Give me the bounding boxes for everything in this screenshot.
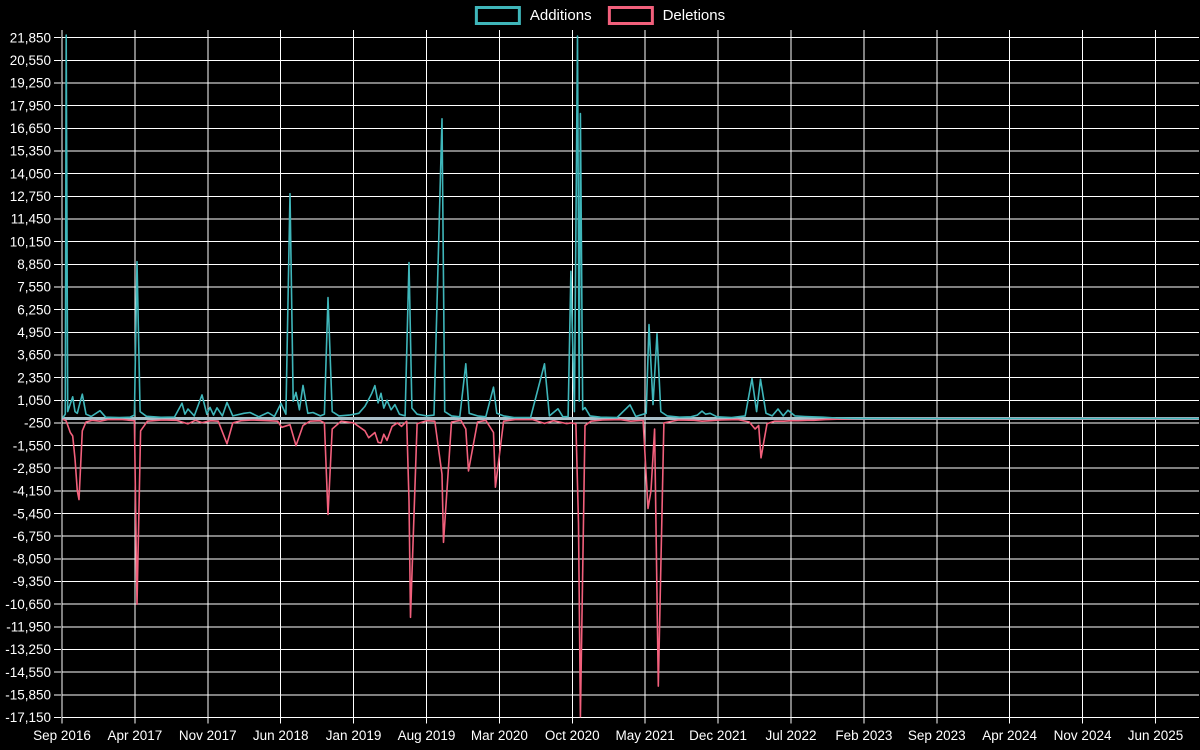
y-axis-ticks [54,37,61,718]
y-tick-label: 4,950 [17,325,51,340]
y-tick-label: -1,550 [13,438,51,453]
legend-label-additions: Additions [529,7,592,24]
legend-item-deletions[interactable]: Deletions [607,6,726,25]
y-tick-label: -6,750 [13,529,51,544]
x-tick-label: Sep 2016 [33,728,91,743]
y-tick-label: -10,650 [5,597,51,612]
x-tick-label: Jan 2019 [326,728,382,743]
y-tick-label: -14,550 [5,665,51,680]
x-tick-label: Nov 2024 [1054,728,1112,743]
y-grid [62,37,1199,718]
series-line-additions [62,34,1199,420]
y-tick-label: 12,750 [10,189,51,204]
legend-item-additions[interactable]: Additions [474,6,592,25]
y-tick-label: 15,350 [10,144,51,159]
y-axis-labels: 21,850 20,550 19,250 17,950 16,650 15,350 14,0… [5,30,51,725]
x-tick-label: Aug 2019 [398,728,456,743]
legend-label-deletions: Deletions [662,7,726,24]
x-axis-labels: Sep 2016 Apr 2017 Nov 2017 Jun 2018 Jan 2019… [33,728,1183,743]
y-tick-label: -4,150 [13,484,51,499]
y-tick-label: 2,350 [17,370,51,385]
y-tick-label: -9,350 [13,574,51,589]
y-tick-label: 16,650 [10,121,51,136]
y-tick-label: 14,050 [10,166,51,181]
y-tick-label: -11,950 [6,620,51,635]
y-tick-label: 6,250 [17,302,51,317]
x-tick-label: May 2021 [616,728,675,743]
x-tick-label: Sep 2023 [908,728,966,743]
y-tick-label: -17,150 [5,710,51,725]
y-tick-label: 20,550 [10,53,51,68]
chart-legend: Additions Deletions [474,6,726,25]
y-tick-label: 1,050 [17,393,51,408]
y-tick-label: -5,450 [13,506,51,521]
x-tick-label: Jul 2022 [765,728,816,743]
y-tick-label: 11,450 [11,212,51,227]
y-tick-label: 3,650 [17,348,51,363]
x-tick-label: Jun 2025 [1128,728,1184,743]
y-tick-label: 8,850 [17,257,51,272]
y-tick-label: -15,850 [5,688,51,703]
y-tick-label: 7,550 [17,280,51,295]
x-tick-label: Feb 2023 [835,728,892,743]
y-tick-label: -13,250 [5,642,51,657]
y-tick-label: 21,850 [10,30,51,45]
y-tick-label: -250 [24,416,51,431]
x-tick-label: Apr 2024 [982,728,1037,743]
x-axis-ticks [61,717,1156,724]
y-tick-label: 19,250 [10,76,51,91]
x-tick-label: Apr 2017 [107,728,162,743]
y-tick-label: 10,150 [10,234,51,249]
deletions-swatch-icon [607,6,654,25]
x-tick-label: Mar 2020 [471,728,528,743]
series-line-deletions [62,417,1199,718]
x-grid [61,30,1156,718]
x-tick-label: Oct 2020 [545,728,600,743]
additions-swatch-icon [474,6,521,25]
y-tick-label: -2,850 [13,461,51,476]
x-tick-label: Nov 2017 [179,728,237,743]
x-tick-label: Jun 2018 [253,728,309,743]
y-tick-label: 17,950 [10,98,51,113]
y-tick-label: -8,050 [13,552,51,567]
x-tick-label: Dec 2021 [689,728,747,743]
